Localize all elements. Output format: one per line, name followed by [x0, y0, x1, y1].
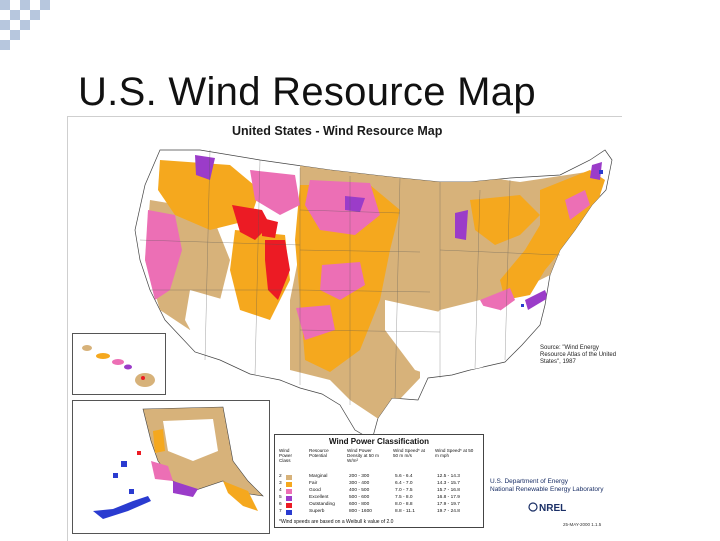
agency-line1: U.S. Department of Energy: [490, 478, 569, 485]
legend-footnote: *Wind speeds are based on a Weibull k va…: [279, 519, 394, 525]
legend-speed-mph: 19.7 - 24.8: [437, 509, 460, 514]
legend-header-density: Wind Power Density at 50 m W/m²: [347, 448, 379, 463]
region-class6-wyoming: [232, 205, 270, 240]
map-stamp: 25-MAY-2000 1.1.5: [563, 522, 602, 527]
agency-line2: National Renewable Energy Laboratory: [490, 486, 604, 493]
region-class5-northwest: [195, 155, 215, 180]
legend-potential: Outstanding: [309, 502, 335, 507]
legend-speed-mph: 14.3 - 15.7: [437, 481, 460, 486]
source-note: Source: "Wind Energy Resource Atlas of t…: [540, 345, 617, 365]
legend-swatch: [286, 496, 292, 501]
alaska-inset: [72, 400, 270, 534]
legend: Wind Power Classification Wind Power Cla…: [274, 434, 484, 528]
region-class7-spot: [521, 304, 524, 307]
legend-swatch: [286, 482, 292, 487]
legend-potential: Marginal: [309, 474, 328, 479]
corner-decoration: [0, 0, 60, 50]
legend-row: 4 Good 400 - 500 7.0 - 7.5 15.7 - 16.8: [275, 488, 483, 495]
legend-density: 500 - 600: [349, 495, 370, 500]
legend-density: 300 - 400: [349, 481, 370, 486]
legend-speed-ms: 8.0 - 8.8: [395, 502, 413, 507]
legend-potential: Fair: [309, 481, 318, 486]
region-low-southeast: [385, 300, 520, 375]
legend-swatch: [286, 503, 292, 508]
region-class6-colorado: [265, 240, 290, 300]
legend-class: 7: [279, 509, 282, 514]
hawaii-islands: [82, 345, 155, 387]
hawaii-inset: [72, 333, 166, 395]
legend-header-potential: Resource Potential: [309, 448, 329, 458]
agency-credit: U.S. Department of Energy National Renew…: [490, 478, 603, 494]
region-class4-northrockies: [250, 170, 300, 215]
legend-swatch: [286, 489, 292, 494]
legend-density: 400 - 500: [349, 488, 370, 493]
legend-class: 4: [279, 488, 282, 493]
region-class5-appalachia: [525, 290, 548, 310]
region-class4-west: [145, 210, 182, 300]
legend-class: 2: [279, 474, 282, 479]
legend-density: 200 - 300: [349, 474, 370, 479]
region-class5-michigan: [455, 210, 468, 240]
region-class7-spot: [599, 170, 603, 174]
legend-row: 6 Outstanding 600 - 800 8.0 - 8.8 17.9 -…: [275, 502, 483, 509]
alaska-map: [93, 406, 264, 519]
nrel-logo: NREL: [528, 502, 566, 514]
legend-potential: Superb: [309, 509, 325, 514]
legend-density: 800 - 1600: [349, 509, 372, 514]
legend-speed-ms: 7.5 - 8.0: [395, 495, 413, 500]
legend-speed-ms: 5.6 - 6.4: [395, 474, 413, 479]
region-low-southwest: [185, 290, 250, 362]
legend-potential: Good: [309, 488, 321, 493]
state-boundaries: [139, 149, 561, 405]
legend-speed-mph: 16.8 - 17.9: [437, 495, 460, 500]
nrel-logo-text: NREL: [539, 503, 566, 514]
legend-class: 6: [279, 502, 282, 507]
legend-row: 7 Superb 800 - 1600 8.8 - 11.1 19.7 - 24…: [275, 509, 483, 516]
legend-speed-ms: 6.4 - 7.0: [395, 481, 413, 486]
legend-speed-mph: 17.9 - 19.7: [437, 502, 460, 507]
legend-swatch: [286, 475, 292, 480]
legend-header-speed-ms: Wind Speed* at 50 m m/s: [393, 448, 425, 458]
legend-speed-ms: 7.0 - 7.5: [395, 488, 413, 493]
slide-title: U.S. Wind Resource Map: [78, 70, 536, 114]
legend-class: 5: [279, 495, 282, 500]
legend-class: 3: [279, 481, 282, 486]
legend-speed-mph: 12.5 - 14.3: [437, 474, 460, 479]
legend-speed-mph: 15.7 - 16.8: [437, 488, 460, 493]
us-wind-map: [134, 149, 613, 441]
region-class6-montana: [262, 218, 278, 238]
region-class5-maine: [590, 162, 602, 180]
legend-density: 600 - 800: [349, 502, 370, 507]
region-class4-dakotas: [305, 180, 380, 235]
legend-row: 5 Excellent 500 - 600 7.5 - 8.0 16.8 - 1…: [275, 495, 483, 502]
region-class4-panhandle: [296, 305, 335, 340]
region-class3-greatlakes: [470, 195, 540, 245]
legend-swatch: [286, 510, 292, 515]
map-heading: United States - Wind Resource Map: [232, 124, 443, 138]
legend-header-class: Wind Power Class: [279, 448, 293, 463]
legend-row: 2 Marginal 200 - 300 5.6 - 6.4 12.5 - 14…: [275, 474, 483, 481]
legend-potential: Excellent: [309, 495, 329, 500]
region-class4-newengland: [565, 190, 590, 220]
legend-speed-ms: 8.8 - 11.1: [395, 509, 415, 514]
legend-title: Wind Power Classification: [329, 437, 429, 446]
legend-row: 3 Fair 300 - 400 6.4 - 7.0 14.3 - 15.7: [275, 481, 483, 488]
legend-header-speed-mph: Wind Speed* at 50 m mph: [435, 448, 474, 458]
